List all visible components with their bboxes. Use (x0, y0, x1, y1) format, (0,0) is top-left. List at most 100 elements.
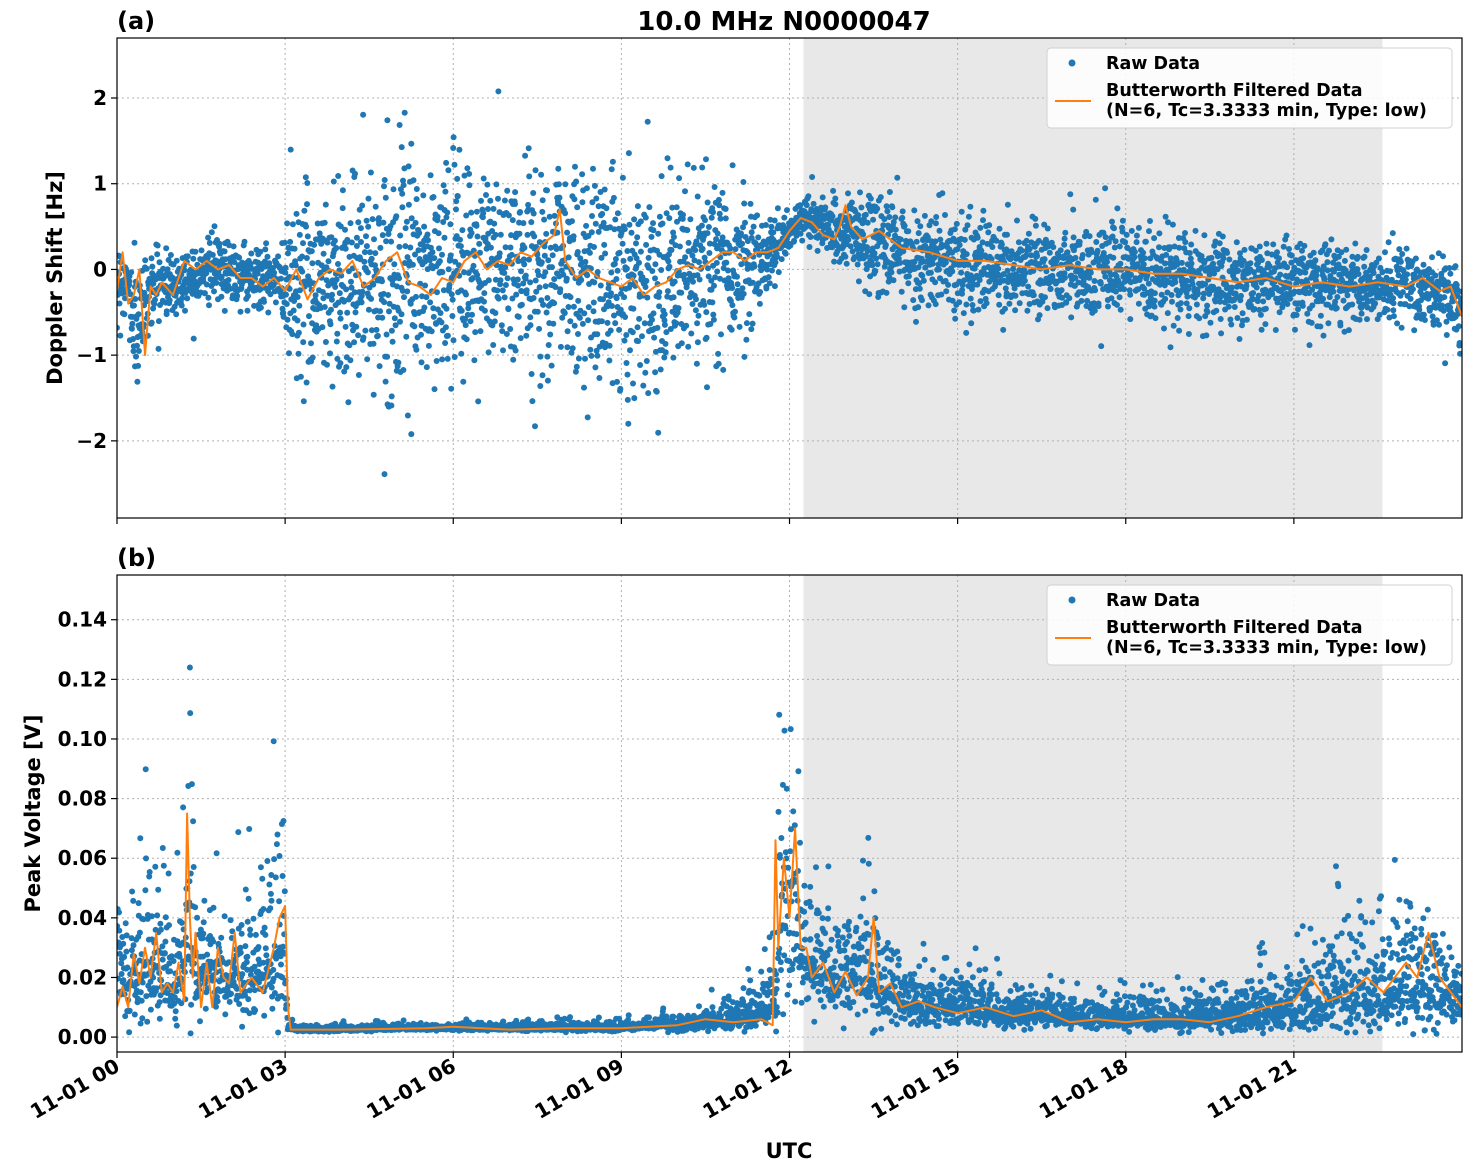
raw-data-point (595, 203, 602, 210)
raw-data-point (503, 331, 510, 337)
raw-data-point (427, 244, 434, 251)
raw-data-point (623, 360, 630, 366)
raw-data-point (117, 324, 120, 331)
raw-data-point (1165, 219, 1171, 226)
raw-data-point (353, 234, 360, 241)
raw-data-point (702, 217, 708, 224)
raw-data-point (606, 342, 613, 349)
raw-data-point (372, 203, 379, 210)
raw-data-point (408, 215, 415, 222)
raw-data-point (361, 258, 368, 265)
raw-data-point (1216, 240, 1223, 247)
raw-data-point (995, 292, 1002, 299)
raw-data-point (385, 292, 392, 298)
raw-data-point (889, 204, 896, 211)
raw-data-point (329, 291, 336, 298)
raw-data-point (935, 261, 942, 268)
raw-data-point (273, 955, 280, 962)
raw-data-point (609, 158, 616, 165)
raw-data-point (526, 173, 533, 180)
raw-data-point (1086, 274, 1093, 281)
raw-data-point (281, 239, 288, 246)
raw-data-point (574, 204, 581, 211)
raw-data-point (447, 221, 454, 228)
raw-data-point (1276, 309, 1283, 316)
raw-data-point (1177, 300, 1184, 307)
raw-data-point (433, 358, 440, 364)
raw-data-point (736, 323, 743, 330)
raw-data-point (624, 396, 631, 403)
raw-data-point (646, 204, 653, 211)
raw-data-point (1440, 307, 1447, 314)
raw-data-point (706, 250, 713, 256)
raw-data-point (590, 165, 596, 172)
raw-data-point (711, 184, 718, 190)
raw-data-point (416, 230, 423, 236)
raw-data-point (1269, 291, 1276, 298)
raw-data-point (236, 254, 243, 261)
raw-data-point (508, 232, 515, 239)
raw-data-point (639, 333, 645, 340)
raw-data-point (687, 216, 694, 223)
raw-data-point (612, 256, 619, 262)
raw-data-point (845, 190, 851, 197)
raw-data-point (418, 359, 425, 366)
raw-data-point (426, 257, 433, 264)
raw-data-point (405, 201, 412, 208)
raw-data-point (454, 193, 461, 200)
raw-data-point (749, 320, 756, 327)
raw-data-point (408, 431, 415, 438)
raw-data-point (146, 869, 153, 875)
raw-data-point (1433, 317, 1440, 324)
raw-data-point (245, 996, 252, 1003)
raw-data-point (204, 951, 211, 958)
raw-data-point (299, 268, 306, 275)
raw-data-point (1035, 237, 1042, 244)
raw-data-point (1432, 272, 1439, 279)
raw-data-point (814, 247, 821, 254)
raw-data-point (497, 231, 504, 238)
raw-data-point (1002, 305, 1008, 312)
raw-data-point (228, 990, 234, 997)
raw-data-point (221, 307, 228, 314)
raw-data-point (442, 324, 449, 331)
raw-data-point (571, 196, 578, 203)
raw-data-point (509, 295, 516, 302)
raw-data-point (301, 207, 308, 214)
raw-data-point (286, 285, 293, 292)
raw-data-point (403, 218, 410, 225)
raw-data-point (803, 202, 810, 209)
raw-data-point (1062, 229, 1069, 236)
raw-data-point (473, 222, 480, 229)
raw-data-point (1170, 322, 1177, 329)
raw-data-point (884, 208, 891, 215)
raw-data-point (335, 173, 342, 179)
raw-data-point (480, 175, 487, 182)
raw-data-point (598, 254, 605, 261)
raw-data-point (1202, 281, 1209, 288)
raw-data-point (715, 360, 722, 367)
raw-data-point (763, 285, 770, 292)
raw-data-point (924, 234, 931, 241)
raw-data-point (574, 249, 581, 255)
raw-data-point (529, 398, 536, 405)
raw-data-point (380, 219, 387, 226)
raw-data-point (1386, 314, 1393, 321)
raw-data-point (1100, 250, 1107, 256)
raw-data-point (680, 211, 686, 218)
raw-data-point (461, 172, 468, 179)
raw-data-point (1287, 295, 1294, 302)
raw-data-point (1231, 304, 1238, 310)
raw-data-point (130, 348, 137, 355)
raw-data-point (1400, 267, 1407, 274)
raw-data-point (1167, 344, 1174, 351)
raw-data-point (490, 342, 497, 348)
raw-data-point (148, 255, 155, 262)
raw-data-point (1111, 225, 1117, 232)
raw-data-point (1141, 255, 1148, 262)
raw-data-point (1394, 320, 1401, 327)
raw-data-point (1141, 285, 1148, 292)
raw-data-point (450, 134, 457, 141)
raw-data-point (1109, 218, 1115, 225)
